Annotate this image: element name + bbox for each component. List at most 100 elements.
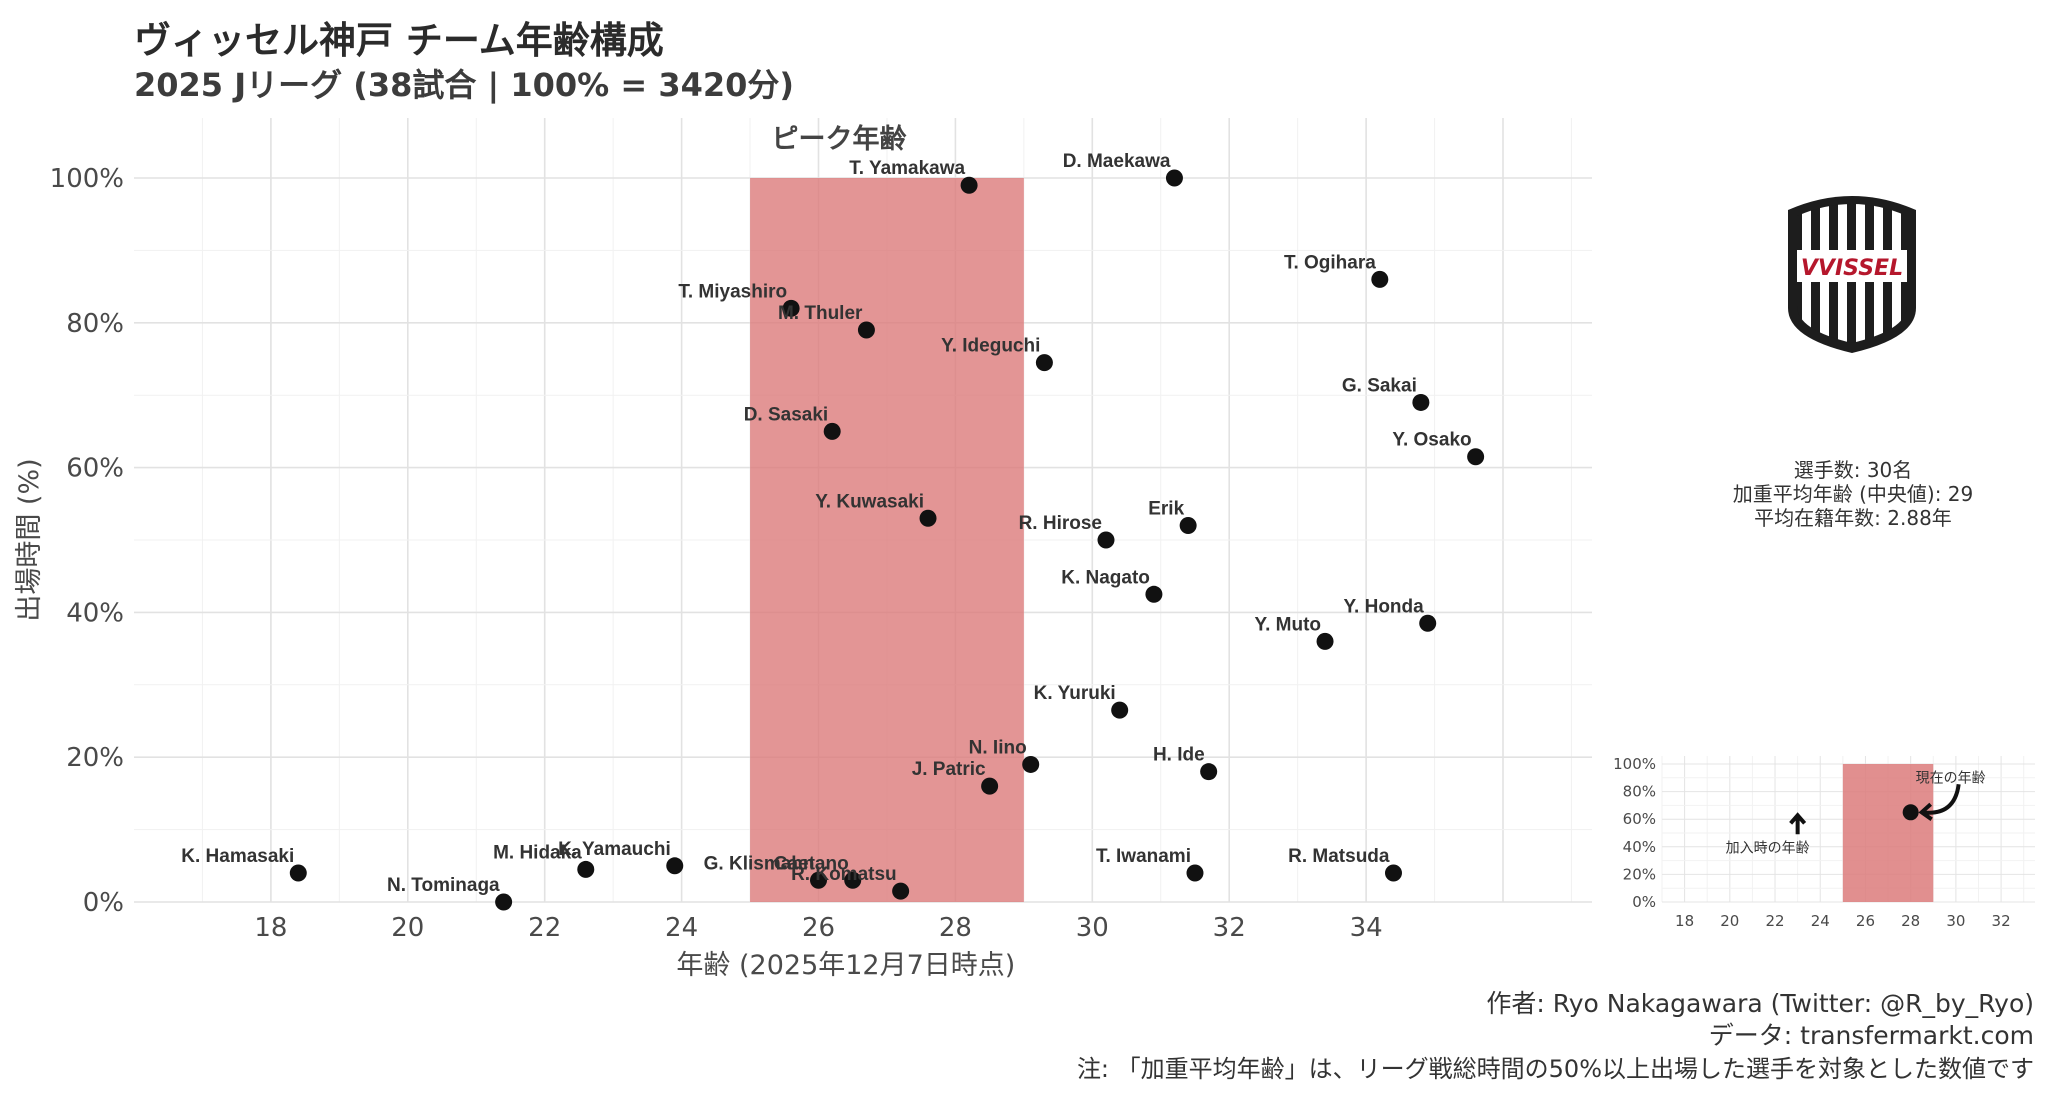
player-label: M. Hidaka xyxy=(493,842,582,863)
x-tick-label: 28 xyxy=(939,913,972,943)
player-point xyxy=(666,857,684,875)
average-tenure: 平均在籍年数: 2.88年 xyxy=(1754,506,1952,530)
x-tick-label: 20 xyxy=(391,913,424,943)
team-stats: 選手数: 30名 加重平均年齢 (中央値): 29 平均在籍年数: 2.88年 xyxy=(1618,458,2048,530)
player-label: M. Thuler xyxy=(778,303,863,324)
player-label: T. Yamakawa xyxy=(849,158,965,179)
legend-x-tick: 26 xyxy=(1856,912,1875,930)
player-label: K. Nagato xyxy=(1061,567,1150,588)
player-label: Y. Muto xyxy=(1255,614,1322,635)
footnote: 注: 「加重平均年齢」は、リーグ戦総時間の50%以上出場した選手を対象とした数値… xyxy=(1076,1055,2034,1083)
legend-x-tick: 28 xyxy=(1901,912,1920,930)
legend-peak-band xyxy=(1842,764,1934,902)
y-tick-label: 60% xyxy=(66,454,124,484)
player-label: R. Komatsu xyxy=(791,864,897,885)
x-tick-label: 26 xyxy=(802,913,835,943)
x-tick-label: 22 xyxy=(528,913,561,943)
player-label: D. Sasaki xyxy=(744,404,829,425)
legend-x-axis: 18 20 22 24 26 28 30 32 xyxy=(1675,912,2011,930)
legend-current-age-label: 現在の年齢 xyxy=(1916,770,1986,786)
player-point xyxy=(919,509,937,527)
legend-x-tick: 30 xyxy=(1946,912,1965,930)
player-point xyxy=(1165,169,1183,187)
x-tick-label: 30 xyxy=(1076,913,1109,943)
player-label: Y. Honda xyxy=(1343,596,1424,617)
y-axis: 0% 20% 40% 60% 80% 100% xyxy=(50,164,124,918)
legend-current-arrow-icon xyxy=(1918,783,1961,821)
player-label: Erik xyxy=(1148,499,1184,520)
legend-y-tick: 0% xyxy=(1632,893,1656,911)
y-tick-label: 20% xyxy=(66,743,124,773)
y-tick-label: 0% xyxy=(83,888,124,918)
player-label: T. Miyashiro xyxy=(678,281,787,302)
legend-x-tick: 32 xyxy=(1992,912,2011,930)
chart-title: ヴィッセル神戸 チーム年齢構成 xyxy=(134,19,664,62)
player-point xyxy=(892,882,910,900)
player-point xyxy=(1145,585,1163,603)
player-label: Caetano xyxy=(774,853,849,874)
player-point xyxy=(810,871,828,889)
player-point xyxy=(857,321,875,339)
player-point xyxy=(782,299,800,317)
player-point xyxy=(1467,448,1485,466)
player-point xyxy=(1179,517,1197,535)
legend-y-tick: 60% xyxy=(1623,810,1656,828)
legend-current-age-point xyxy=(1902,804,1919,821)
y-axis-title: 出場時間 (%) xyxy=(14,458,45,621)
player-label: T. Iwanami xyxy=(1096,846,1191,867)
legend-y-tick: 20% xyxy=(1623,865,1656,883)
player-point xyxy=(577,860,595,878)
player-point xyxy=(1035,354,1053,372)
y-tick-label: 100% xyxy=(50,164,124,194)
player-point xyxy=(1384,864,1402,882)
legend-joined-age-label: 加入時の年齢 xyxy=(1726,840,1810,856)
player-label: H. Ide xyxy=(1153,745,1205,766)
legend-x-tick: 24 xyxy=(1811,912,1830,930)
vissel-kobe-crest-icon: VVISSEL xyxy=(1788,196,1916,353)
player-point xyxy=(1371,270,1389,288)
data-source: データ: transfermarkt.com xyxy=(1708,1021,2034,1050)
legend-x-tick: 20 xyxy=(1720,912,1739,930)
weighted-age: 加重平均年齢 (中央値): 29 xyxy=(1732,482,1974,506)
player-point xyxy=(1419,614,1437,632)
y-tick-label: 40% xyxy=(66,598,124,628)
player-label: K. Hamasaki xyxy=(181,846,294,867)
player-label: Y. Ideguchi xyxy=(941,336,1040,357)
x-axis: 18 20 22 24 26 28 30 32 34 xyxy=(254,913,1382,943)
player-point xyxy=(823,422,841,440)
author-credit: 作者: Ryo Nakagawara (Twitter: @R_by_Ryo) xyxy=(1486,989,2034,1018)
player-point xyxy=(960,176,978,194)
player-point xyxy=(1186,864,1204,882)
x-tick-label: 24 xyxy=(665,913,698,943)
player-point xyxy=(1097,531,1115,549)
player-point xyxy=(1111,701,1129,719)
player-count: 選手数: 30名 xyxy=(1793,458,1913,482)
player-point xyxy=(1022,755,1040,773)
player-point xyxy=(981,777,999,795)
player-label: K. Yuruki xyxy=(1034,683,1116,704)
player-label: T. Ogihara xyxy=(1284,252,1376,273)
peak-age-label: ピーク年齢 xyxy=(771,123,906,155)
player-label: N. Tominaga xyxy=(387,875,500,896)
player-label: R. Matsuda xyxy=(1288,846,1390,867)
player-label: K. Yamauchi xyxy=(558,839,671,860)
x-tick-label: 34 xyxy=(1350,913,1383,943)
player-labels: D. Maekawa T. Yamakawa T. Ogihara T. Miyash… xyxy=(181,151,1471,896)
legend-x-tick: 22 xyxy=(1765,912,1784,930)
legend-x-tick: 18 xyxy=(1675,912,1694,930)
player-point xyxy=(1412,393,1430,411)
legend-joined-arrow-icon xyxy=(1789,812,1807,835)
legend-y-axis: 0% 20% 40% 60% 80% 100% xyxy=(1613,755,1656,911)
player-label: Y. Osako xyxy=(1392,430,1471,451)
legend-y-tick: 80% xyxy=(1623,783,1656,801)
chart-subtitle: 2025 Jリーグ (38試合 | 100% = 3420分) xyxy=(134,66,795,104)
player-label: Y. Kuwasaki xyxy=(815,491,924,512)
legend-y-tick: 100% xyxy=(1613,755,1656,773)
player-label: N. Iino xyxy=(969,737,1027,758)
player-point xyxy=(289,864,307,882)
player-point xyxy=(1200,763,1218,781)
crest-text: VVISSEL xyxy=(1801,256,1903,281)
x-tick-label: 18 xyxy=(254,913,287,943)
player-point xyxy=(495,893,513,911)
